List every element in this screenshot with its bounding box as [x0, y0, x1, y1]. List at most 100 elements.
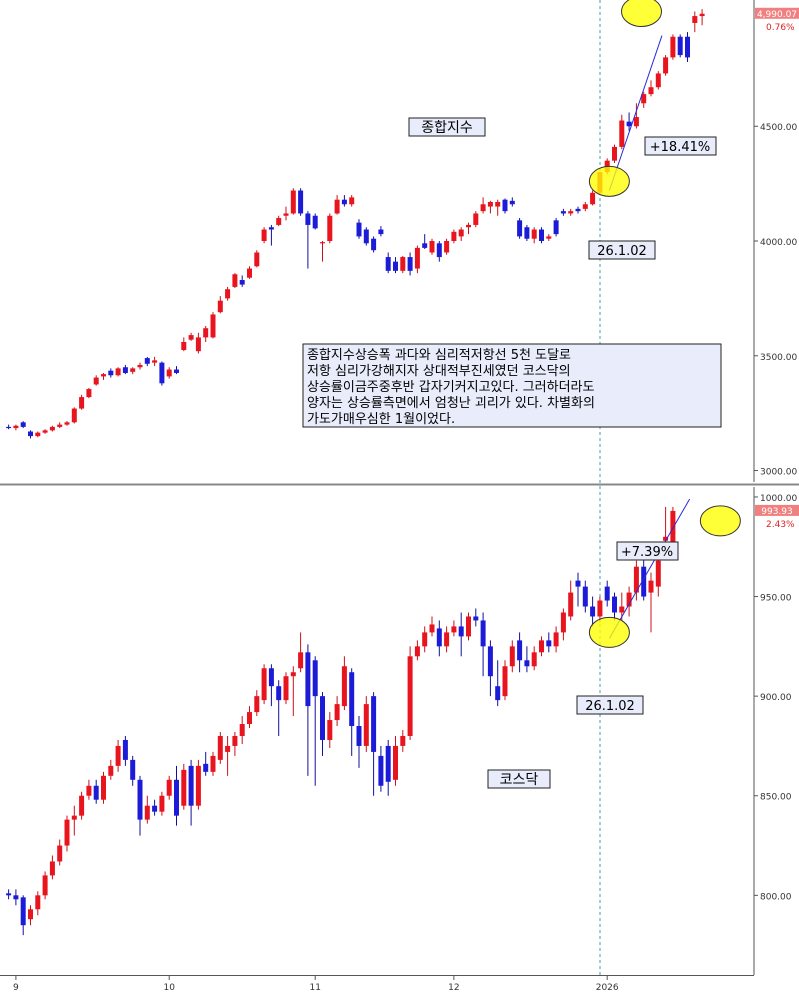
kosdaq-candle-body: [101, 775, 106, 800]
kospi-candle-body: [371, 238, 377, 251]
kosdaq-candle-body: [71, 815, 77, 820]
kosdaq-candle-body: [539, 640, 544, 653]
kospi-candle: [341, 195, 347, 207]
kospi-candle: [93, 375, 99, 386]
kosdaq-candle-body: [334, 704, 340, 721]
kospi-candle-body: [320, 242, 325, 244]
kosdaq-panel: 800.00 850.00 900.00 950.00 1000.00 993.93 2.4…: [6, 494, 799, 936]
kospi-last-price-tag: [755, 7, 799, 19]
kospi-candle-body: [174, 369, 179, 373]
kospi-candle: [378, 226, 384, 237]
kospi-candle-body: [568, 211, 574, 214]
kospi-candle: [79, 394, 85, 410]
kosdaq-candle-body: [480, 620, 486, 647]
kosdaq-candle: [429, 616, 435, 637]
kospi-candle: [276, 215, 282, 227]
kospi-candle: [393, 257, 398, 274]
kosdaq-candle-body: [626, 592, 632, 607]
kosdaq-candle: [203, 751, 209, 776]
kospi-candle: [444, 238, 450, 255]
kosdaq-candle: [451, 620, 457, 637]
kosdaq-candle: [217, 731, 223, 764]
x-tick-label: 11: [309, 983, 320, 993]
kospi-candle-body: [42, 430, 48, 433]
kospi-candle: [670, 34, 676, 60]
kospi-candle: [677, 34, 683, 58]
kospi-candle-body: [334, 199, 340, 214]
kospi-candle: [356, 219, 362, 239]
kosdaq-candle-body: [495, 686, 501, 701]
kosdaq-candle: [473, 608, 479, 627]
kospi-candle-body: [305, 213, 311, 225]
kospi-candle-body: [13, 425, 19, 429]
kosdaq-candle: [334, 696, 340, 727]
kospi-candle-body: [393, 261, 398, 271]
kospi-candle: [166, 367, 172, 379]
x-tick-label: 10: [163, 983, 175, 993]
kospi-date-text: 26.1.02: [597, 244, 647, 259]
kospi-candle: [429, 238, 435, 255]
kospi-candle-body: [451, 231, 457, 241]
kospi-candle: [290, 188, 296, 215]
kospi-candle-body: [283, 213, 289, 216]
kospi-candle: [385, 252, 391, 274]
kospi-candle: [612, 144, 617, 163]
kosdaq-candle: [174, 765, 179, 826]
kospi-candle: [35, 431, 41, 438]
kosdaq-candle: [385, 739, 391, 796]
kosdaq-candle: [261, 664, 267, 705]
kospi-candle-body: [35, 432, 41, 437]
kospi-candle: [451, 229, 457, 244]
kospi-candle-body: [407, 257, 413, 271]
kospi-candle: [473, 211, 479, 228]
kosdaq-candle-body: [42, 875, 48, 896]
kospi-candle: [108, 368, 114, 378]
kosdaq-candle-body: [422, 632, 428, 647]
kospi-candle-body: [203, 328, 209, 338]
kosdaq-candle: [466, 612, 471, 641]
commentary-line-4: 양자는 상승률측면에서 엄청난 괴리가 있다. 차별화의: [307, 396, 595, 411]
kosdaq-candle: [64, 815, 70, 852]
kospi-candle-body: [560, 211, 566, 214]
kosdaq-candle: [597, 596, 603, 623]
kosdaq-gain-text: +7.39%: [621, 545, 673, 560]
kosdaq-candle-body: [108, 765, 114, 776]
commentary-line-1: 종합지수상승폭 과다와 심리적저항선 5천 도달로: [307, 348, 571, 363]
kospi-candle-body: [268, 227, 274, 230]
kosdaq-candle-body: [663, 536, 669, 541]
kospi-candle-body: [108, 370, 114, 376]
kosdaq-candle-body: [276, 686, 282, 701]
kosdaq-candle: [93, 779, 99, 804]
kospi-candle-body: [232, 274, 238, 287]
kosdaq-candle: [414, 640, 420, 661]
kosdaq-candle-body: [290, 672, 296, 677]
kospi-candle: [283, 206, 289, 221]
kosdaq-candle-body: [487, 646, 493, 677]
commentary-line-5: 가도가매우심한 1월이었다.: [307, 412, 455, 427]
kosdaq-candle-body: [79, 795, 85, 816]
kosdaq-candle-body: [473, 616, 479, 621]
kosdaq-candle: [101, 771, 106, 804]
kospi-candle: [685, 32, 690, 62]
kosdaq-candle: [159, 791, 165, 816]
kospi-candle-body: [159, 362, 165, 384]
kosdaq-candle: [495, 660, 501, 707]
kosdaq-candle-body: [130, 759, 136, 780]
kosdaq-candle-body: [203, 763, 209, 772]
kospi-candle-body: [524, 227, 530, 239]
kosdaq-candle: [575, 572, 581, 607]
kospi-candle: [633, 103, 639, 129]
kospi-candle: [626, 112, 632, 131]
kospi-candle: [663, 55, 669, 76]
kosdaq-candle: [298, 632, 304, 673]
kospi-candle-body: [181, 341, 187, 351]
kosdaq-candle: [188, 759, 194, 826]
kosdaq-candle: [247, 706, 252, 729]
kospi-candle-body: [531, 229, 537, 239]
kospi-candle: [619, 114, 625, 150]
kospi-candle-body: [166, 369, 172, 377]
kospi-candle-body: [663, 57, 669, 74]
kosdaq-candle-body: [188, 765, 194, 806]
kospi-candle: [49, 425, 55, 432]
